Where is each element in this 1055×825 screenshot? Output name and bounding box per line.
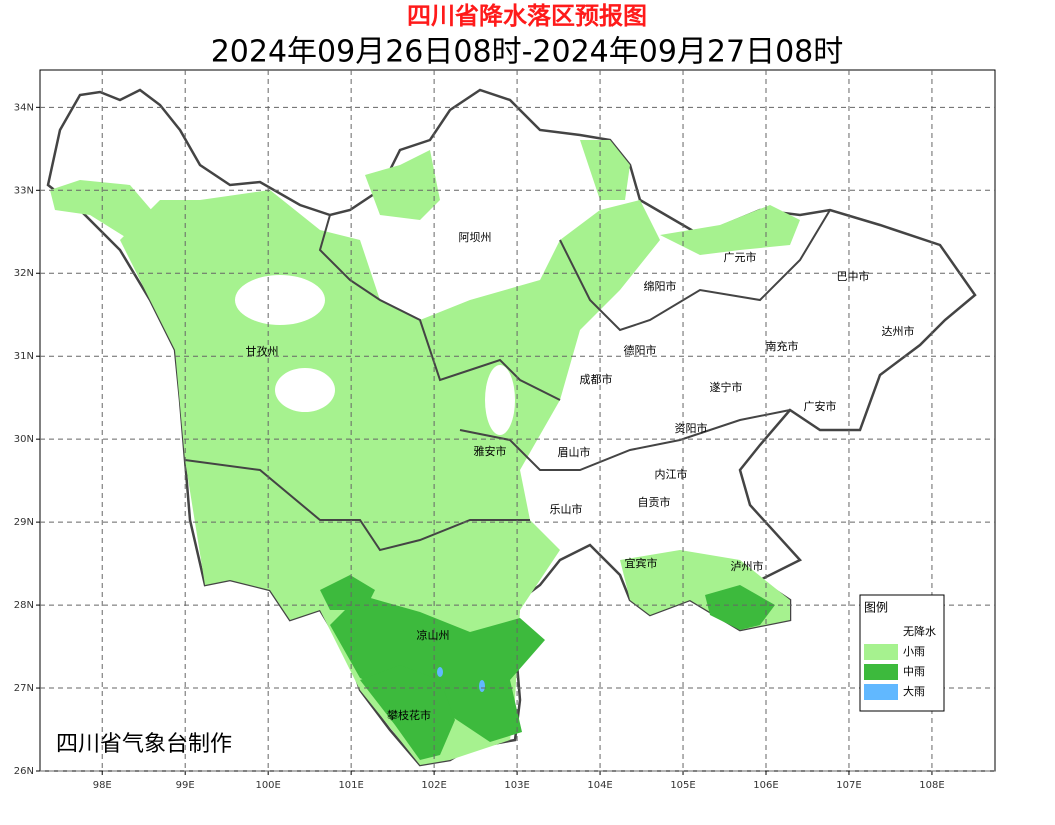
city-label: 成都市 <box>580 372 613 386</box>
y-tick-label: 33N <box>14 185 34 196</box>
city-label: 泸州市 <box>731 559 764 573</box>
city-label: 自贡市 <box>638 495 671 509</box>
light-rain-area <box>580 140 630 200</box>
no-rain-area <box>235 275 325 325</box>
x-tick-label: 108E <box>919 780 944 791</box>
y-tick-label: 28N <box>14 600 34 611</box>
city-label: 雅安市 <box>474 444 507 458</box>
boundary <box>559 209 831 332</box>
x-tick-label: 107E <box>836 780 861 791</box>
y-tick-label: 34N <box>14 102 34 113</box>
x-tick-label: 104E <box>587 780 612 791</box>
light-rain-area <box>660 205 800 255</box>
moderate-rain-area <box>705 585 775 630</box>
subtitle: 2024年09月26日08时-2024年09月27日08时 <box>211 35 844 70</box>
x-tick-label: 98E <box>93 780 112 791</box>
legend-swatch <box>864 624 898 640</box>
no-rain-area <box>275 368 335 412</box>
y-tick-label: 29N <box>14 517 34 528</box>
city-label: 绵阳市 <box>644 279 677 293</box>
x-tick-label: 103E <box>504 780 529 791</box>
x-tick-label: 101E <box>338 780 363 791</box>
city-label: 甘孜州 <box>246 344 279 358</box>
moderate-rain-area <box>360 665 455 760</box>
y-tick-label: 27N <box>14 683 34 694</box>
x-tick-label: 100E <box>255 780 280 791</box>
legend-swatch <box>864 684 898 700</box>
moderate-rain-area <box>320 575 375 610</box>
legend-label: 大雨 <box>903 684 925 698</box>
city-label: 内江市 <box>655 467 688 481</box>
y-tick-label: 32N <box>14 268 34 279</box>
x-tick-label: 105E <box>670 780 695 791</box>
city-label: 资阳市 <box>675 421 708 435</box>
city-label: 遂宁市 <box>710 380 743 394</box>
x-tick-label: 102E <box>421 780 446 791</box>
legend-title: 图例 <box>864 601 888 615</box>
heavy-rain-area <box>479 680 485 692</box>
graticule: 98E 99E 100E 101E 102E 103E 104E 105E 106E 107E 10… <box>14 70 995 791</box>
y-tick-label: 30N <box>14 434 34 445</box>
province <box>46 88 977 767</box>
boundary <box>318 214 561 401</box>
city-label: 凉山州 <box>417 628 450 642</box>
light-rain-area <box>365 150 440 220</box>
legend-label: 无降水 <box>903 624 936 638</box>
moderate-rain-area <box>330 595 545 742</box>
legend-swatch <box>864 664 898 680</box>
boundary <box>459 409 791 471</box>
city-label: 宜宾市 <box>625 556 658 570</box>
no-rain-area <box>545 400 615 520</box>
y-tick-label: 31N <box>14 351 34 362</box>
city-label: 攀枝花市 <box>387 708 431 722</box>
x-tick-label: 106E <box>753 780 778 791</box>
title: 四川省降水落区预报图 <box>407 2 647 30</box>
city-labels: 阿坝州 广元市 巴中市 绵阳市 甘孜州 德阳市 南充市 达州市 成都市 遂宁市 … <box>246 230 915 722</box>
legend-label: 中雨 <box>903 665 925 678</box>
light-rain-area <box>120 190 660 765</box>
city-label: 阿坝州 <box>459 230 492 244</box>
legend-label: 小雨 <box>903 645 925 658</box>
boundary <box>184 459 530 552</box>
x-tick-label: 99E <box>176 780 195 791</box>
city-label: 眉山市 <box>558 445 591 459</box>
light-rain-area <box>50 180 160 240</box>
legend-swatch <box>864 644 898 660</box>
city-label: 德阳市 <box>624 343 657 357</box>
city-label: 南充市 <box>766 339 799 353</box>
no-rain-area <box>485 365 515 435</box>
y-tick-label: 26N <box>14 766 34 777</box>
city-label: 乐山市 <box>550 502 583 516</box>
credit: 四川省气象台制作 <box>56 732 232 757</box>
city-label: 巴中市 <box>837 269 870 283</box>
city-label: 广元市 <box>724 250 757 264</box>
city-label: 达州市 <box>882 324 915 338</box>
city-label: 广安市 <box>804 399 837 413</box>
heavy-rain-area <box>437 667 443 677</box>
no-rain-area <box>375 230 425 290</box>
